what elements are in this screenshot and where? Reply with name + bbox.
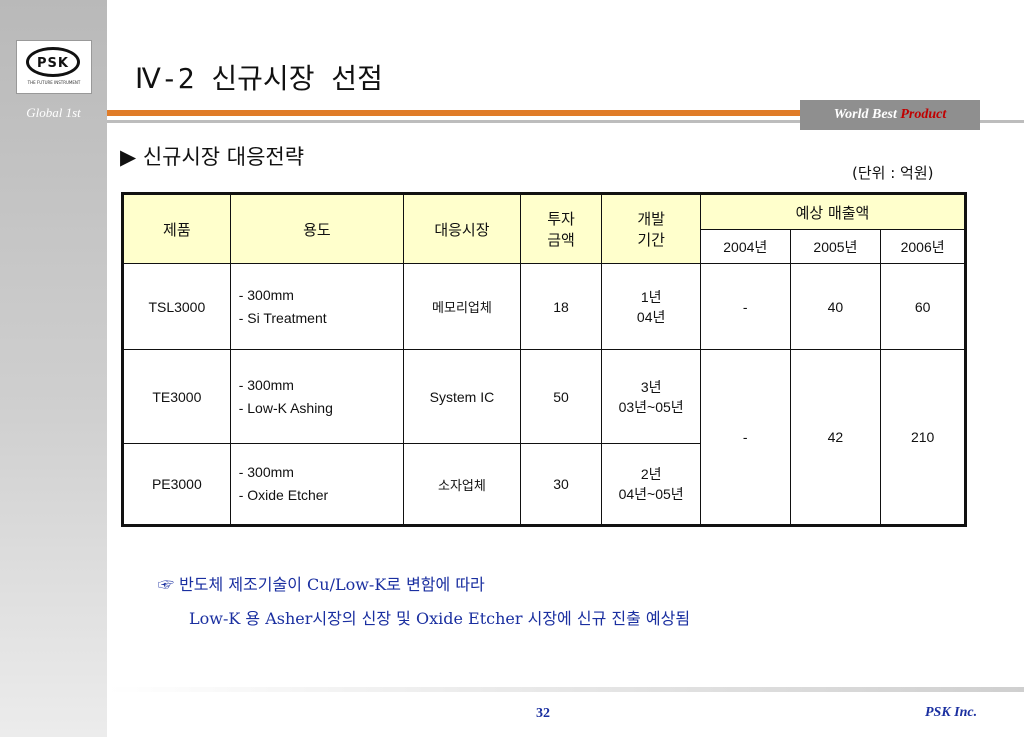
- usage-line: - 300mm: [238, 376, 294, 393]
- header-year-2004: 2004년: [699, 229, 791, 264]
- badge-highlight: Product: [900, 107, 947, 122]
- header-expected-sales: 예상 매출액: [699, 193, 967, 230]
- unit-label: (단위 : 억원): [852, 164, 934, 182]
- page-title: Ⅳ-2 신규시장 선점: [135, 62, 383, 95]
- table-row: TE3000 - 300mm - Low-K Ashing System IC 5…: [122, 349, 966, 526]
- merged-sales-2006-cell: 210: [880, 349, 966, 526]
- header-rule-gray: [107, 120, 1024, 123]
- dev-line: 1년: [640, 288, 662, 305]
- usage-line: - Si Treatment: [238, 309, 327, 326]
- world-best-product-badge: World Best Product: [800, 100, 980, 130]
- dev-line: 04년~05년: [618, 486, 684, 502]
- header-year-2005: 2005년: [789, 229, 882, 264]
- table-row: TSL3000 - 300mm - Si Treatment 메모리업체 18 1…: [122, 263, 966, 350]
- header-dev-line2: 기간: [637, 231, 665, 249]
- header-year-2006: 2006년: [880, 229, 966, 264]
- dev-line: 04년: [636, 308, 666, 325]
- usage-line: - Low-K Ashing: [238, 399, 333, 416]
- usage-line: - 300mm: [238, 286, 294, 303]
- sales-2004-cell: -: [699, 263, 791, 350]
- market-cell: 메모리업체: [403, 263, 521, 350]
- product-cell: PE3000: [122, 443, 231, 526]
- sidebar: [0, 0, 107, 737]
- dev-line: 3년: [640, 378, 662, 395]
- product-cell: TSL3000: [122, 263, 231, 350]
- header-dev-line1: 개발: [637, 210, 665, 228]
- logo-text: PSK: [37, 56, 69, 71]
- badge-prefix: World Best: [833, 107, 901, 122]
- sales-2005-cell: 40: [789, 263, 882, 350]
- dev-period-cell: 2년 04년~05년: [601, 443, 701, 526]
- product-cell: TE3000: [122, 349, 231, 444]
- merged-sales-2004-cell: -: [699, 349, 791, 526]
- company-name: PSK Inc.: [925, 705, 978, 720]
- investment-cell: 50: [519, 349, 603, 444]
- table-row: PE3000 - 300mm - Oxide Etcher 소자업체 30 2년 0…: [122, 443, 966, 526]
- sales-2006-cell: 60: [880, 263, 966, 350]
- note-line-2: Low-K 용 Asher시장의 신장 및 Oxide Etcher 시장에 신…: [189, 609, 691, 628]
- dev-line: 2년: [640, 466, 662, 482]
- note-line-1: ☞ 반도체 제조기술이 Cu/Low-K로 변함에 따라: [158, 575, 485, 594]
- dev-period-cell: 3년 03년~05년: [601, 349, 701, 444]
- investment-cell: 30: [519, 443, 603, 526]
- market-cell: 소자업체: [403, 443, 521, 526]
- header-market: 대응시장: [403, 193, 521, 264]
- usage-cell: - 300mm - Oxide Etcher: [229, 443, 405, 526]
- sidebar-tagline: Global 1st: [26, 105, 81, 120]
- footer-rule: [107, 687, 1024, 692]
- section-heading: ▶ 신규시장 대응전략: [120, 145, 305, 169]
- investment-cell: 18: [519, 263, 603, 350]
- psk-logo: PSK THE FUTURE INSTRUMENT: [16, 40, 92, 94]
- header-investment-line2: 금액: [547, 231, 575, 249]
- usage-line: - 300mm: [238, 464, 294, 480]
- header-product: 제품: [122, 193, 231, 264]
- merged-sales-2005-cell: 42: [789, 349, 882, 526]
- page-number: 32: [536, 706, 550, 721]
- dev-line: 03년~05년: [618, 398, 684, 415]
- logo-oval: PSK: [26, 47, 80, 77]
- year-row: 2004년 2005년 2006년: [123, 229, 966, 264]
- dev-period-cell: 1년 04년: [601, 263, 701, 350]
- header-investment-line1: 투자: [547, 210, 575, 228]
- usage-cell: - 300mm - Low-K Ashing: [229, 349, 405, 444]
- header-usage: 용도: [229, 193, 405, 264]
- header-rule-orange: [107, 110, 800, 116]
- logo-tagline: THE FUTURE INSTRUMENT: [27, 80, 81, 85]
- market-cell: System IC: [403, 349, 521, 444]
- usage-cell: - 300mm - Si Treatment: [229, 263, 405, 350]
- usage-line: - Oxide Etcher: [238, 487, 329, 503]
